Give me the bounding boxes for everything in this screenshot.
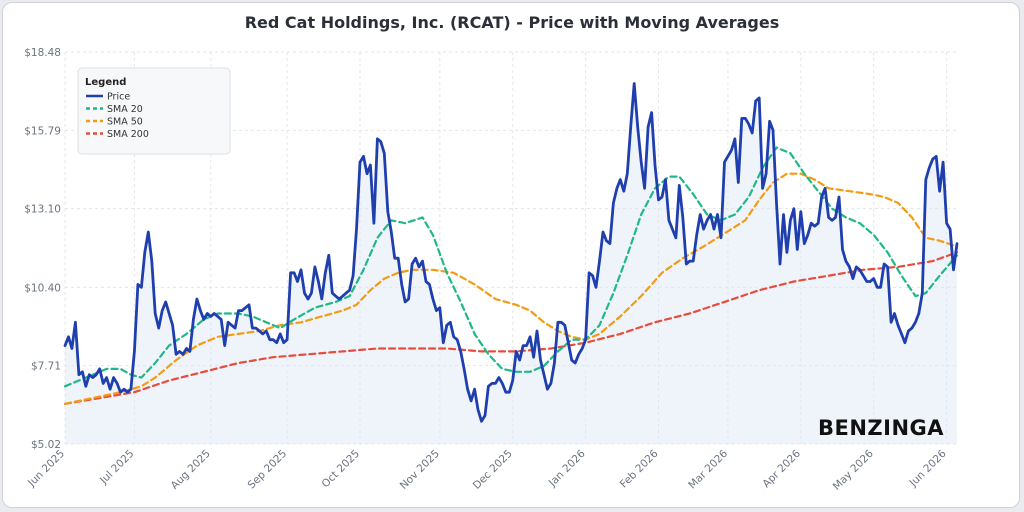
legend-label: SMA 20 — [107, 104, 143, 115]
legend-title: Legend — [85, 77, 126, 88]
x-tick-label: Dec 2025 — [471, 448, 515, 492]
x-tick-label: Feb 2026 — [618, 447, 661, 490]
x-tick-label: Aug 2025 — [169, 448, 213, 492]
x-tick-label: May 2026 — [831, 447, 876, 492]
x-tick-label: Apr 2026 — [760, 447, 803, 490]
y-tick-label: $18.48 — [24, 47, 61, 59]
series-line-sma-50 — [63, 172, 959, 405]
x-tick-label: Nov 2025 — [398, 448, 442, 492]
y-tick-label: $15.79 — [24, 125, 61, 137]
y-tick-label: $7.71 — [31, 361, 61, 373]
y-tick-label: $5.02 — [31, 439, 61, 451]
legend-label: SMA 200 — [107, 129, 149, 140]
series-line-price — [63, 82, 959, 423]
x-tick-label: Jan 2026 — [546, 447, 588, 489]
series-line-sma-20 — [63, 146, 959, 388]
benzinga-watermark: BENZINGA — [818, 416, 944, 440]
chart-title: Red Cat Holdings, Inc. (RCAT) - Price wi… — [244, 13, 780, 32]
x-tick-label: Jun 2025 — [25, 448, 67, 490]
x-tick-label: Jun 2026 — [907, 447, 949, 489]
y-tick-label: $13.10 — [24, 204, 61, 216]
legend-label: Price — [107, 92, 130, 103]
x-tick-label: Jul 2025 — [97, 448, 136, 487]
series-line-sma-200 — [63, 251, 959, 405]
legend-label: SMA 50 — [107, 117, 143, 128]
y-tick-label: $10.40 — [24, 282, 61, 294]
y-axis-ticks: $18.48 $15.79 $13.10 $10.40 $7.71 $5.02 — [24, 47, 61, 451]
series-layer — [63, 82, 959, 423]
x-tick-label: Mar 2026 — [686, 447, 730, 491]
x-tick-label: Sep 2025 — [246, 448, 290, 492]
x-axis-ticks: Jun 2025 Jul 2025 Aug 2025 Sep 2025 Oct 2025… — [25, 447, 949, 492]
x-tick-label: Oct 2025 — [320, 448, 363, 491]
price-area-fill — [65, 83, 957, 444]
